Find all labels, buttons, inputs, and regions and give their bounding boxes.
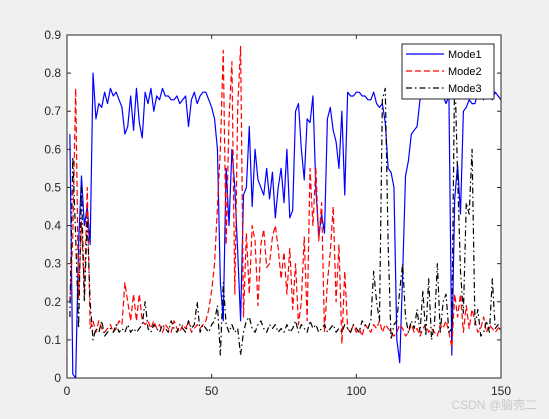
y-tick-label: 0.5 xyxy=(44,180,61,194)
y-tick-label: 0.3 xyxy=(44,257,61,271)
axes-box xyxy=(66,34,502,379)
legend-label-mode3: Mode3 xyxy=(448,83,482,95)
series-line-mode2 xyxy=(69,45,502,349)
legend: Mode1 Mode2 Mode3 xyxy=(401,43,495,100)
y-axis: 0 0.1 0.2 0.3 0.4 0.5 0.6 0.7 0.8 0.9 xyxy=(44,28,501,385)
legend-label-mode2: Mode2 xyxy=(448,66,482,78)
y-tick-label: 0.6 xyxy=(44,142,61,156)
legend-label-mode1: Mode1 xyxy=(448,49,482,61)
y-tick-label: 0.7 xyxy=(44,104,61,118)
x-tick-label: 150 xyxy=(491,384,511,398)
x-tick-label: 100 xyxy=(346,384,366,398)
y-tick-label: 0.4 xyxy=(44,219,61,233)
x-axis: 0 50 100 150 xyxy=(64,35,511,398)
y-tick-label: 0.2 xyxy=(44,295,61,309)
x-tick-label: 50 xyxy=(205,384,219,398)
watermark: CSDN @脑壳二 xyxy=(451,398,537,412)
y-tick-label: 0.8 xyxy=(44,66,61,80)
x-tick-label: 0 xyxy=(64,384,71,398)
y-tick-label: 0.1 xyxy=(44,333,61,347)
y-tick-label: 0.9 xyxy=(44,28,61,42)
y-tick-label: 0 xyxy=(54,371,61,385)
